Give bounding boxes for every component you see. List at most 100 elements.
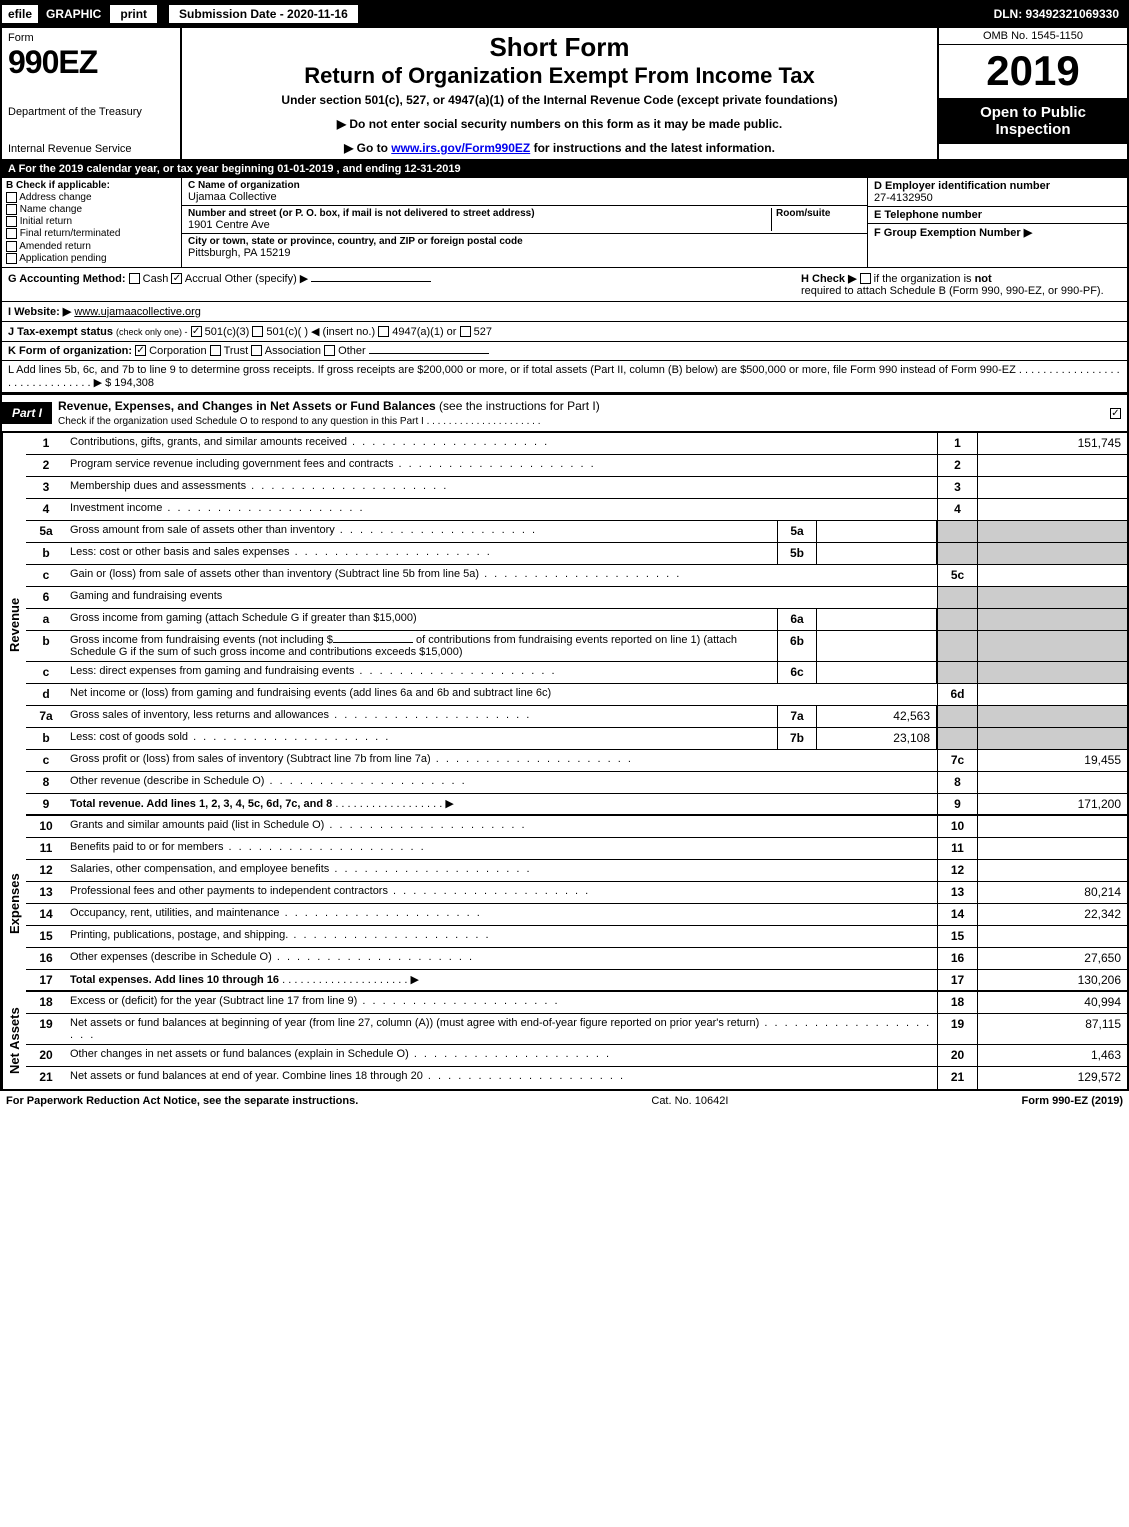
goto-post: for instructions and the latest informat…: [530, 141, 775, 155]
efile-label: efile: [2, 5, 38, 23]
chk-cash[interactable]: [129, 273, 140, 284]
i-label: I Website: ▶: [8, 306, 71, 318]
row-j: J Tax-exempt status (check only one) - ✓…: [0, 322, 1129, 342]
val-2: [977, 455, 1127, 476]
open-inspection: Open to Public Inspection: [939, 97, 1127, 144]
val-6a: [817, 609, 937, 630]
val-17: 130,206: [977, 970, 1127, 990]
val-1: 151,745: [977, 433, 1127, 454]
irs-label: Internal Revenue Service: [8, 143, 174, 155]
line-6a: aGross income from gaming (attach Schedu…: [26, 609, 1127, 631]
chk-527[interactable]: [460, 326, 471, 337]
line-16: 16Other expenses (describe in Schedule O…: [26, 948, 1127, 970]
val-8: [977, 772, 1127, 793]
chk-name-change[interactable]: Name change: [6, 204, 177, 215]
c-city-label: City or town, state or province, country…: [188, 236, 861, 247]
chk-h[interactable]: [860, 273, 871, 284]
info-box: B Check if applicable: Address change Na…: [0, 178, 1129, 268]
chk-part1-scho[interactable]: ✓: [1110, 408, 1121, 419]
chk-application-pending[interactable]: Application pending: [6, 253, 177, 264]
part1-title: Revenue, Expenses, and Changes in Net As…: [52, 395, 1104, 431]
org-address: 1901 Centre Ave: [188, 219, 771, 231]
ssn-note: ▶ Do not enter social security numbers o…: [186, 117, 933, 131]
under-section: Under section 501(c), 527, or 4947(a)(1)…: [186, 93, 933, 107]
line-10: 10Grants and similar amounts paid (list …: [26, 816, 1127, 838]
submission-date: Submission Date - 2020-11-16: [168, 4, 359, 24]
line-6: 6Gaming and fundraising events: [26, 587, 1127, 609]
chk-trust[interactable]: [210, 345, 221, 356]
period-text: A For the 2019 calendar year, or tax yea…: [2, 161, 1127, 177]
val-18: 40,994: [977, 992, 1127, 1013]
line-15: 15Printing, publications, postage, and s…: [26, 926, 1127, 948]
section-g: G Accounting Method: Cash ✓ Accrual Othe…: [8, 272, 801, 297]
section-c: C Name of organization Ujamaa Collective…: [182, 178, 867, 267]
val-3: [977, 477, 1127, 498]
chk-other-org[interactable]: [324, 345, 335, 356]
val-5a: [817, 521, 937, 542]
line-14: 14Occupancy, rent, utilities, and mainte…: [26, 904, 1127, 926]
top-bar: efile GRAPHIC print Submission Date - 20…: [0, 0, 1129, 28]
line-17: 17Total expenses. Add lines 10 through 1…: [26, 970, 1127, 992]
irs-link[interactable]: www.irs.gov/Form990EZ: [391, 141, 530, 155]
dln-label: DLN: 93492321069330: [994, 7, 1127, 21]
chk-address-change[interactable]: Address change: [6, 192, 177, 203]
chk-assoc[interactable]: [251, 345, 262, 356]
l-text: L Add lines 5b, 6c, and 7b to line 9 to …: [8, 364, 1120, 389]
row-k: K Form of organization: ✓ Corporation Tr…: [0, 342, 1129, 361]
chk-amended-return[interactable]: Amended return: [6, 241, 177, 252]
goto-pre: ▶ Go to: [344, 141, 391, 155]
line-13: 13Professional fees and other payments t…: [26, 882, 1127, 904]
l-value: $ 194,308: [105, 377, 154, 389]
chk-501c3[interactable]: ✓: [191, 326, 202, 337]
header-right: OMB No. 1545-1150 2019 Open to Public In…: [937, 28, 1127, 159]
k-label: K Form of organization:: [8, 345, 132, 357]
chk-final-return[interactable]: Final return/terminated: [6, 228, 177, 239]
line-8: 8Other revenue (describe in Schedule O)8: [26, 772, 1127, 794]
val-13: 80,214: [977, 882, 1127, 903]
chk-initial-return[interactable]: Initial return: [6, 216, 177, 227]
other-method-input[interactable]: [311, 281, 431, 282]
line-3: 3Membership dues and assessments3: [26, 477, 1127, 499]
j-label: J Tax-exempt status: [8, 326, 113, 338]
c-name-label: C Name of organization: [188, 180, 861, 191]
val-9: 171,200: [977, 794, 1127, 814]
line-5b: bLess: cost or other basis and sales exp…: [26, 543, 1127, 565]
chk-501c[interactable]: [252, 326, 263, 337]
period-row: A For the 2019 calendar year, or tax yea…: [0, 161, 1129, 178]
val-19: 87,115: [977, 1014, 1127, 1044]
val-11: [977, 838, 1127, 859]
chk-4947[interactable]: [378, 326, 389, 337]
val-7b: 23,108: [817, 728, 937, 749]
line-20: 20Other changes in net assets or fund ba…: [26, 1045, 1127, 1067]
val-15: [977, 926, 1127, 947]
side-expenses: Expenses: [2, 816, 26, 992]
chk-corp[interactable]: ✓: [135, 345, 146, 356]
line-4: 4Investment income4: [26, 499, 1127, 521]
section-b: B Check if applicable: Address change Na…: [2, 178, 182, 267]
other-org-input[interactable]: [369, 353, 489, 354]
graphic-label: GRAPHIC: [38, 5, 109, 23]
contrib-input[interactable]: [333, 642, 413, 643]
footer-catno: Cat. No. 10642I: [358, 1095, 1021, 1107]
val-6d: [977, 684, 1127, 705]
part1-header: Part I Revenue, Expenses, and Changes in…: [0, 394, 1129, 433]
g-label: G Accounting Method:: [8, 273, 126, 285]
line-19: 19Net assets or fund balances at beginni…: [26, 1014, 1127, 1045]
section-h: H Check ▶ if the organization is not req…: [801, 272, 1121, 297]
row-gh: G Accounting Method: Cash ✓ Accrual Othe…: [0, 268, 1129, 302]
d-label: D Employer identification number: [874, 180, 1121, 192]
room-label: Room/suite: [776, 208, 861, 219]
chk-accrual[interactable]: ✓: [171, 273, 182, 284]
val-7c: 19,455: [977, 750, 1127, 771]
line-12: 12Salaries, other compensation, and empl…: [26, 860, 1127, 882]
dept-treasury: Department of the Treasury: [8, 106, 174, 118]
row-i: I Website: ▶ www.ujamaacollective.org: [0, 302, 1129, 322]
line-18: 18Excess or (deficit) for the year (Subt…: [26, 992, 1127, 1014]
org-city: Pittsburgh, PA 15219: [188, 247, 861, 259]
footer-right: Form 990-EZ (2019): [1022, 1095, 1123, 1107]
val-4: [977, 499, 1127, 520]
print-button[interactable]: print: [109, 4, 158, 24]
line-6d: dNet income or (loss) from gaming and fu…: [26, 684, 1127, 706]
line-2: 2Program service revenue including gover…: [26, 455, 1127, 477]
line-11: 11Benefits paid to or for members11: [26, 838, 1127, 860]
